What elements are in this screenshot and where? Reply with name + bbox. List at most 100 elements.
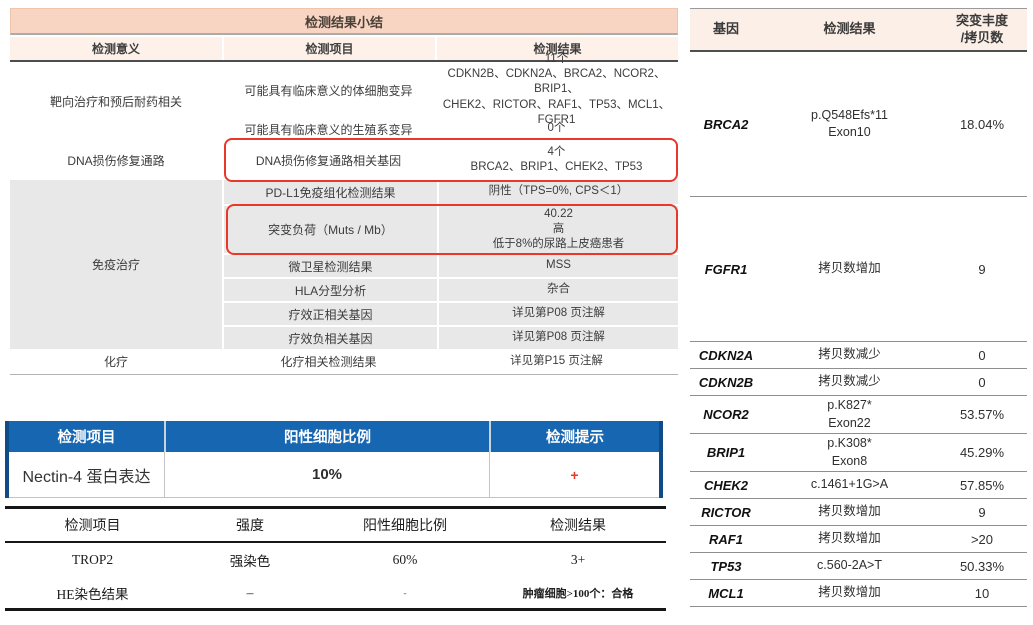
- gene-row: BRCA2 p.Q548Efs*11 Exon10 18.04%: [690, 52, 1027, 197]
- ihc-header-ratio: 阳性细胞比例: [363, 519, 447, 534]
- ihc-item-cell: TROP2: [71, 552, 114, 567]
- gene-abundance-cell: 0: [978, 347, 986, 363]
- gene-result-cell: 拷贝数减少: [818, 374, 881, 389]
- gene-row: BRIP1 p.K308* Exon8 45.29%: [690, 434, 1027, 472]
- section-dna-damage-repair: DNA损伤修复通路 DNA损伤修复通路相关基因 4个 BRCA2、BRIP1、C…: [10, 138, 678, 182]
- section-immunotherapy: 免疫治疗 PD-L1免疫组化检测结果 阴性（TPS=0%, CPS＜1） 突变负…: [10, 180, 678, 349]
- gene-abundance-cell: 0: [978, 374, 986, 390]
- table-row-highlighted: DNA损伤修复通路相关基因 4个 BRCA2、BRIP1、CHEK2、TP53: [222, 138, 678, 182]
- item-cell: 可能具有临床意义的生殖系变异: [244, 122, 413, 137]
- gene-abundance-cell: 57.85%: [959, 477, 1005, 493]
- gene-row: CDKN2B 拷贝数减少 0: [690, 369, 1027, 396]
- item-cell: 疗效正相关基因: [288, 307, 373, 322]
- gene-table: 基因 检测结果 突变丰度 /拷贝数 BRCA2 p.Q548Efs*11 Exo…: [690, 8, 1027, 607]
- gene-abundance-cell: 53.57%: [959, 407, 1005, 422]
- result-cell: MSS: [437, 255, 678, 277]
- nectin4-header-ratio: 阳性细胞比例: [164, 421, 489, 452]
- gene-row: CHEK2 c.1461+1G>A 57.85%: [690, 472, 1027, 499]
- gene-row: CDKN2A 拷贝数减少 0: [690, 342, 1027, 369]
- result-cell: 0个: [547, 122, 566, 135]
- gene-header-result: 检测结果: [823, 21, 876, 37]
- summary-header-significance: 检测意义: [91, 42, 140, 56]
- table-row: 可能具有临床意义的生殖系变异 0个: [222, 118, 678, 140]
- result-cell: 详见第P15 页注解: [510, 354, 603, 367]
- item-cell: DNA损伤修复通路相关基因: [255, 153, 402, 168]
- gene-header-gene: 基因: [712, 21, 739, 37]
- summary-table-title: 检测结果小结: [10, 8, 678, 35]
- gene-result-cell: c.1461+1G>A: [810, 477, 889, 492]
- item-cell: 突变负荷（Muts / Mb）: [268, 223, 393, 237]
- gene-header-abundance: 突变丰度 /拷贝数: [955, 13, 1008, 45]
- gene-abundance-cell: 50.33%: [959, 558, 1005, 574]
- gene-name-cell: MCL1: [708, 585, 744, 601]
- gene-result-cell: p.Q548Efs*11 Exon10: [811, 107, 888, 140]
- item-cell: 疗效负相关基因: [288, 331, 373, 346]
- gene-name-cell: TP53: [710, 558, 742, 574]
- gene-table-body: BRCA2 p.Q548Efs*11 Exon10 18.04% FGFR1 拷…: [690, 52, 1027, 607]
- gene-result-cell: p.K308* Exon8: [827, 436, 872, 468]
- result-cell: 11个 CDKN2B、CDKN2A、BRCA2、NCOR2、BRIP1、 CHE…: [442, 53, 671, 126]
- nectin4-data-row: Nectin-4 蛋白表达 10% +: [9, 452, 659, 498]
- gene-name-cell: BRIP1: [706, 445, 746, 460]
- nectin4-ratio-cell: 10%: [164, 452, 489, 497]
- ihc-ratio-cell: -: [403, 587, 407, 598]
- summary-header-row: 检测意义 检测项目 检测结果: [10, 37, 678, 62]
- ihc-table: 检测项目 强度 阳性细胞比例 检测结果 TROP2 强染色 60% 3+ HE染…: [5, 506, 666, 611]
- ihc-header-item: 检测项目: [64, 519, 121, 534]
- gene-row: TP53 c.560-2A>T 50.33%: [690, 553, 1027, 580]
- ihc-item-cell: HE染色结果: [56, 586, 129, 602]
- gene-name-cell: CDKN2B: [698, 374, 754, 390]
- item-cell: 化疗相关检测结果: [280, 355, 377, 369]
- table-row: 可能具有临床意义的体细胞变异 11个 CDKN2B、CDKN2A、BRCA2、N…: [222, 53, 678, 126]
- item-cell: PD-L1免疫组化检测结果: [265, 185, 396, 200]
- result-cell: 40.22 高 低于8%的尿路上皮癌患者: [437, 206, 678, 253]
- nectin4-hint-cell: +: [489, 452, 659, 497]
- item-cell: 微卫星检测结果: [288, 259, 373, 274]
- gene-name-cell: BRCA2: [703, 116, 749, 132]
- result-cell: 杂合: [437, 279, 678, 301]
- gene-abundance-cell: 18.04%: [959, 116, 1005, 132]
- ihc-result-cell: 3+: [570, 552, 586, 567]
- nectin4-header-hint: 检测提示: [489, 421, 659, 452]
- section-chemotherapy: 化疗 化疗相关检测结果 详见第P15 页注解: [10, 349, 678, 374]
- gene-abundance-cell: 45.29%: [959, 445, 1005, 460]
- ihc-intensity-cell: 强染色: [229, 554, 271, 569]
- gene-name-cell: RICTOR: [701, 504, 751, 520]
- gene-result-cell: 拷贝数增加: [818, 531, 881, 546]
- table-row: PD-L1免疫组化检测结果 阴性（TPS=0%, CPS＜1）: [224, 180, 678, 204]
- significance-cell: 免疫治疗: [91, 258, 140, 272]
- ihc-ratio-cell: 60%: [392, 552, 418, 567]
- result-cell: 详见第P08 页注解: [437, 327, 678, 349]
- significance-cell: 靶向治疗和预后耐药相关: [49, 94, 182, 109]
- gene-result-cell: 拷贝数增加: [818, 504, 881, 519]
- nectin4-table: 检测项目 阳性细胞比例 检测提示 Nectin-4 蛋白表达 10% +: [5, 421, 663, 498]
- gene-result-cell: 拷贝数减少: [818, 347, 881, 362]
- result-cell: 阴性（TPS=0%, CPS＜1）: [437, 180, 678, 204]
- gene-name-cell: RAF1: [709, 531, 743, 547]
- gene-result-cell: p.K827* Exon22: [827, 398, 872, 430]
- result-cell: 4个 BRCA2、BRIP1、CHEK2、TP53: [470, 145, 643, 173]
- table-row: 微卫星检测结果 MSS: [224, 253, 678, 277]
- gene-name-cell: NCOR2: [703, 407, 749, 422]
- ihc-result-cell: 肿瘤细胞>100个：合格: [522, 587, 634, 600]
- ihc-row-trop2: TROP2 强染色 60% 3+: [5, 543, 666, 577]
- ihc-header-row: 检测项目 强度 阳性细胞比例 检测结果: [5, 509, 666, 543]
- gene-result-cell: 拷贝数增加: [818, 585, 881, 600]
- item-cell: HLA分型分析: [294, 283, 367, 298]
- gene-result-cell: c.560-2A>T: [817, 558, 882, 573]
- gene-abundance-cell: 9: [978, 504, 986, 520]
- gene-row: MCL1 拷贝数增加 10: [690, 580, 1027, 607]
- significance-cell: 化疗: [103, 355, 128, 369]
- nectin4-item-cell: Nectin-4 蛋白表达: [22, 468, 151, 486]
- gene-name-cell: FGFR1: [704, 261, 748, 277]
- gene-abundance-cell: 10: [974, 585, 990, 601]
- gene-name-cell: CDKN2A: [698, 347, 754, 363]
- table-row-highlighted: 突变负荷（Muts / Mb） 40.22 高 低于8%的尿路上皮癌患者: [224, 204, 678, 255]
- gene-row: FGFR1 拷贝数增加 9: [690, 197, 1027, 342]
- summary-header-result: 检测结果: [435, 37, 678, 60]
- ihc-row-he: HE染色结果 – - 肿瘤细胞>100个：合格: [5, 577, 666, 608]
- ihc-intensity-cell: –: [246, 584, 254, 600]
- summary-header-item: 检测项目: [222, 37, 435, 60]
- result-cell: 详见第P08 页注解: [437, 303, 678, 325]
